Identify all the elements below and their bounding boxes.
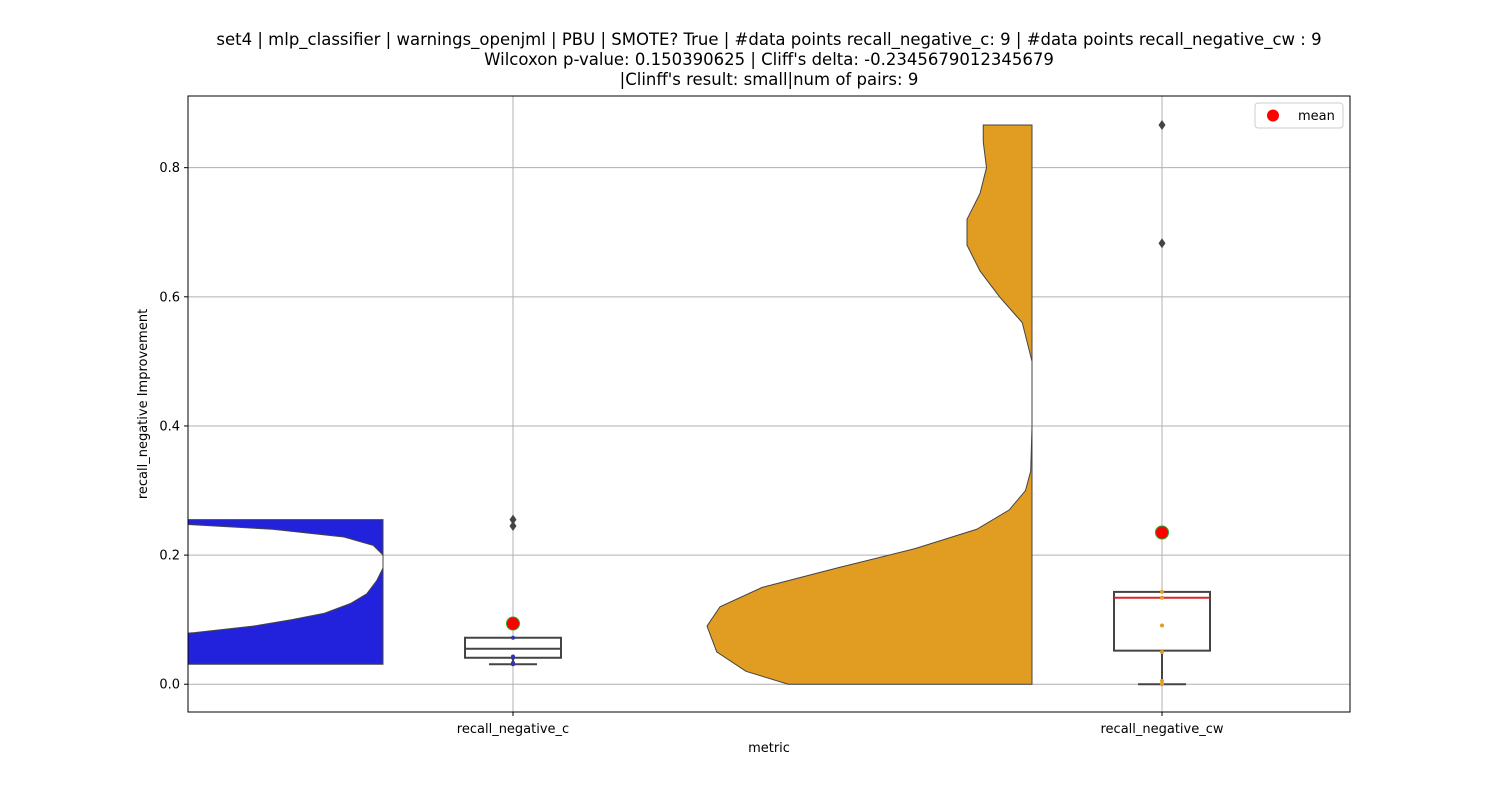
y-tick-label: 0.8 [159,161,180,176]
legend-mean-label: mean [1298,109,1335,124]
legend-mean-marker [1267,109,1279,122]
y-tick-label: 0.4 [159,419,180,434]
boxplots [464,590,1211,686]
chart-title: set4 | mlp_classifier | warnings_openjml… [0,30,1500,90]
data-point [1160,623,1164,628]
point-marks [506,120,1169,687]
outlier-marker [1158,238,1166,249]
data-point [511,654,515,659]
legend-box [1254,102,1344,129]
x-tick-label: recall_negative_c [457,722,569,737]
data-point [1160,589,1164,594]
y-tick-label: 0.0 [159,678,180,693]
outlier-marker [509,521,517,532]
data-point [511,660,515,665]
y-tick-label: 0.6 [159,290,180,305]
violin-recall_negative_c [188,519,384,665]
outlier-marker [509,514,517,525]
data-point [1160,649,1164,654]
title-line-1: set4 | mlp_classifier | warnings_openjml… [216,30,1322,49]
violins [188,124,1033,685]
x-tick-label: recall_negative_cw [1100,722,1223,737]
x-axis-label: metric [748,741,790,756]
y-axis-label: recall_negative Improvement [136,309,151,499]
title-line-2: Wilcoxon p-value: 0.150390625 | Cliff's … [484,50,1054,69]
outlier-marker [1158,120,1166,131]
plot-frame [187,95,1351,713]
mean-marker [1155,525,1169,540]
title-line-3: |Clinff's result: small|num of pairs: 9 [619,70,919,89]
data-point [511,635,515,640]
mean-marker [506,616,520,631]
violin-recall_negative_cw [706,124,1033,685]
data-point [1160,682,1164,687]
data-point [1160,595,1164,600]
axis-ticks: 0.0 0.2 0.4 0.6 0.8 recall_negative_c recall_n… [159,161,1224,737]
legend: mean [1254,102,1344,129]
box-iqr [1113,590,1211,652]
data-point [1160,679,1164,684]
y-tick-label: 0.2 [159,549,180,564]
grid-lines [188,96,1350,712]
